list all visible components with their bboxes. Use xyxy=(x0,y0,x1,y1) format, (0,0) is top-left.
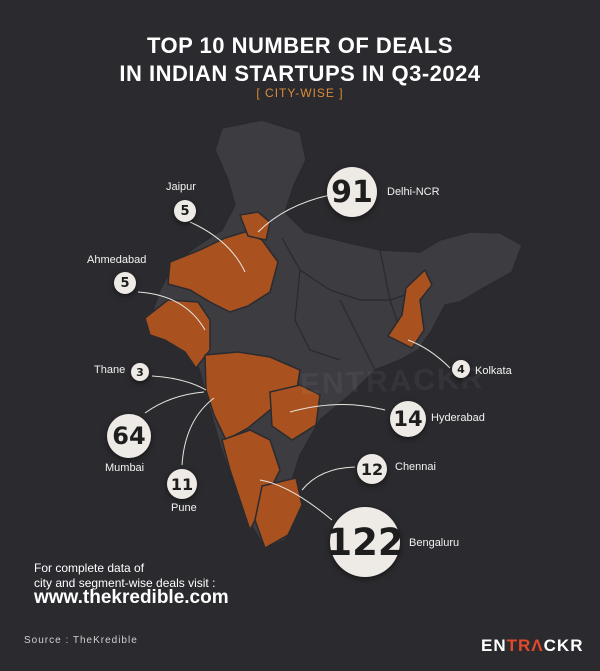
state-tamil-nadu xyxy=(254,477,303,550)
bubble-mumbai: 64 xyxy=(107,414,151,458)
leader-thane xyxy=(151,375,207,391)
label-bengaluru: Bengaluru xyxy=(409,537,460,549)
bubble-chennai: 12 xyxy=(357,454,387,484)
leader-chennai xyxy=(301,466,356,491)
label-mumbai: Mumbai xyxy=(105,462,145,474)
bubble-bengaluru: 122 xyxy=(326,507,404,577)
label-thane: Thane xyxy=(94,364,126,376)
leader-bengaluru xyxy=(259,479,333,521)
label-delhi-ncr: Delhi-NCR xyxy=(387,186,440,198)
bubble-hyderabad: 14 xyxy=(390,401,426,437)
label-chennai: Chennai xyxy=(395,461,436,473)
state-rajasthan xyxy=(167,231,279,313)
state-west-bengal xyxy=(386,268,433,349)
logo-text-accent-2: Λ xyxy=(531,636,544,655)
leader-mumbai xyxy=(144,391,205,414)
source-credit: Source : TheKredible xyxy=(24,635,138,646)
bubble-ahmedabad: 5 xyxy=(114,272,136,294)
leader-kolkata xyxy=(407,339,451,369)
label-kolkata: Kolkata xyxy=(475,365,512,377)
bubble-pune: 11 xyxy=(167,469,197,499)
logo-text-part-3: CKR xyxy=(543,636,584,655)
title-line-1: TOP 10 NUMBER OF DEALS xyxy=(146,33,453,58)
leader-ahmedabad xyxy=(137,291,206,331)
subtitle: [ CITY-WISE ] xyxy=(256,86,344,100)
bubble-delhi-ncr: 91 xyxy=(327,167,377,217)
cta-line-1: For complete data of xyxy=(34,561,145,575)
state-gujarat xyxy=(144,299,211,370)
logo-text-part-1: EN xyxy=(481,636,507,655)
state-maharashtra xyxy=(204,351,301,442)
leader-hyderabad xyxy=(289,404,386,413)
label-ahmedabad: Ahmedabad xyxy=(87,254,147,266)
cta-line-2: city and segment-wise deals visit : xyxy=(34,576,216,590)
entrackr-logo: ENTRΛCKR xyxy=(481,636,583,656)
title-line-2: IN INDIAN STARTUPS IN Q3-2024 xyxy=(119,61,481,86)
leader-delhi xyxy=(257,194,331,233)
state-haryana-delhi xyxy=(238,211,271,241)
state-telangana xyxy=(269,384,321,441)
bubble-kolkata: 4 xyxy=(452,360,470,378)
label-hyderabad: Hyderabad xyxy=(431,412,485,424)
label-jaipur: Jaipur xyxy=(166,181,196,193)
logo-text-accent-1: TR xyxy=(506,636,532,655)
label-pune: Pune xyxy=(171,502,197,514)
bubble-jaipur: 5 xyxy=(174,200,196,222)
website-link[interactable]: www.thekredible.com xyxy=(34,587,229,608)
leader-jaipur xyxy=(189,221,246,273)
bubble-thane: 3 xyxy=(131,363,149,381)
leader-pune xyxy=(181,397,215,466)
